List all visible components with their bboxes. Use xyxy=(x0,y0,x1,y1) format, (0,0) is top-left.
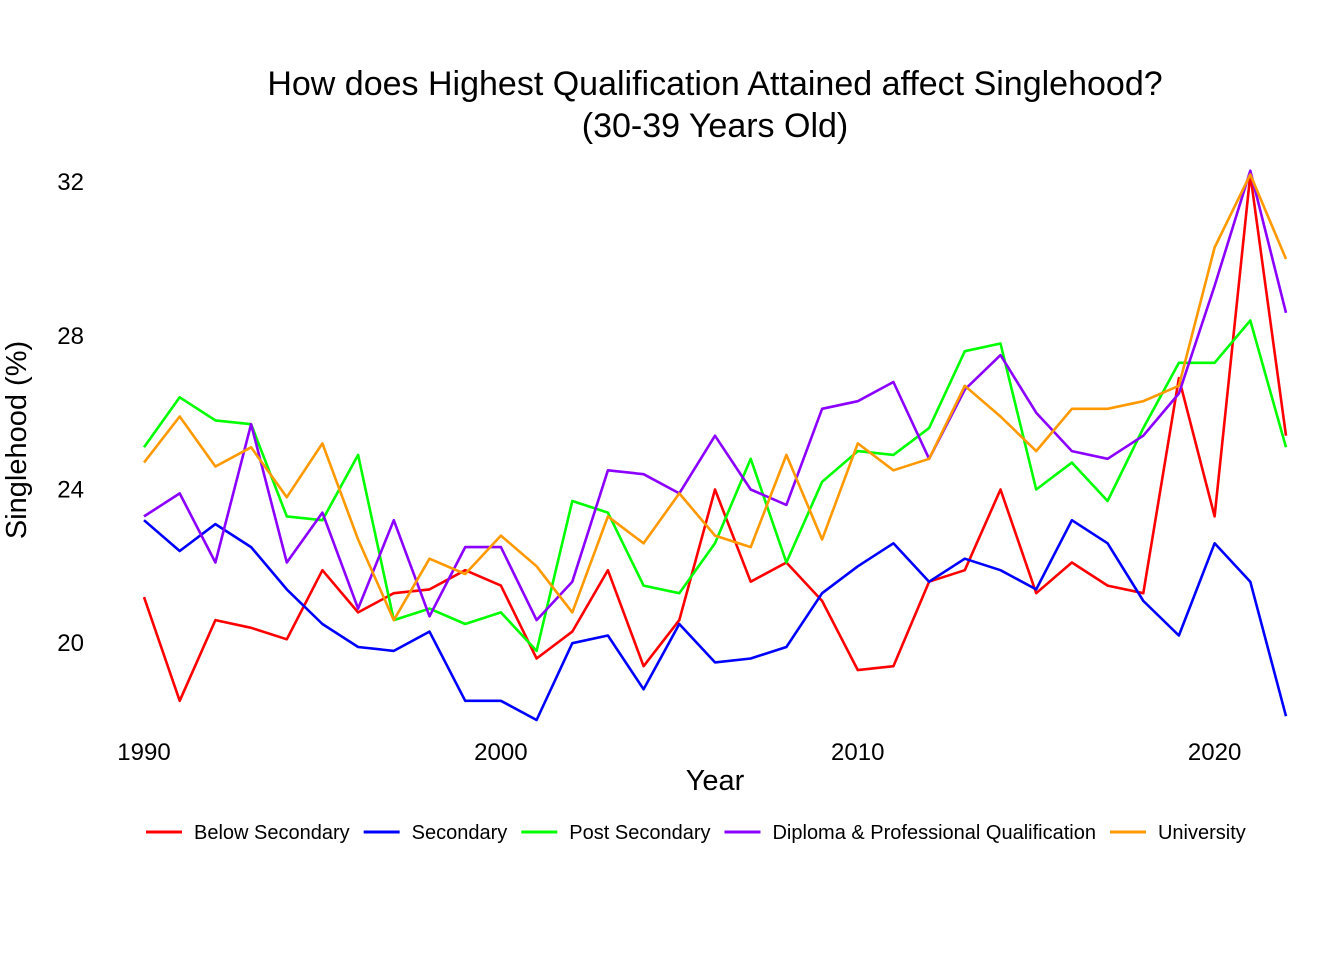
legend: Below Secondary Secondary Post Secondary Di… xyxy=(146,822,1246,844)
legend-label-3: Diploma & Professional Qualification xyxy=(772,822,1096,844)
y-tick-label-2: 28 xyxy=(57,323,84,350)
x-tick-label-0: 1990 xyxy=(117,739,170,766)
chart-title: How does Highest Qualification Attained … xyxy=(267,65,1162,103)
x-tick-label-2: 2010 xyxy=(831,739,884,766)
y-tick-label-1: 24 xyxy=(57,477,84,504)
plot-series xyxy=(142,169,1288,722)
x-tick-label-3: 2020 xyxy=(1188,739,1241,766)
chart-subtitle: (30-39 Years Old) xyxy=(582,107,849,145)
y-axis-label: Singlehood (%) xyxy=(1,341,33,539)
legend-label-0: Below Secondary xyxy=(194,822,350,844)
y-axis-ticks: 20 24 28 32 xyxy=(57,169,84,657)
y-tick-label-0: 20 xyxy=(57,630,84,657)
y-tick-label-3: 32 xyxy=(57,169,84,196)
series-line-4 xyxy=(142,173,1288,622)
legend-label-1: Secondary xyxy=(412,822,508,844)
series-line-3 xyxy=(143,169,1288,622)
series-line-1 xyxy=(143,518,1288,722)
legend-label-2: Post Secondary xyxy=(569,822,710,844)
series-line-0 xyxy=(142,173,1288,703)
x-axis-ticks: 1990 2000 2010 2020 xyxy=(117,739,1241,766)
x-axis-label: Year xyxy=(686,765,745,797)
series-line-2 xyxy=(142,319,1288,653)
x-tick-label-1: 2000 xyxy=(474,739,527,766)
legend-label-4: University xyxy=(1158,822,1246,844)
